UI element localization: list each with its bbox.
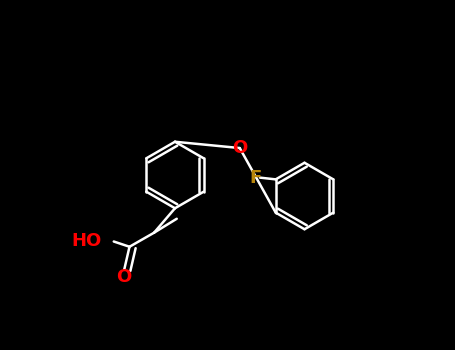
Text: O: O — [232, 139, 248, 157]
Text: HO: HO — [71, 232, 101, 251]
Text: F: F — [249, 169, 262, 187]
Text: O: O — [116, 267, 132, 286]
